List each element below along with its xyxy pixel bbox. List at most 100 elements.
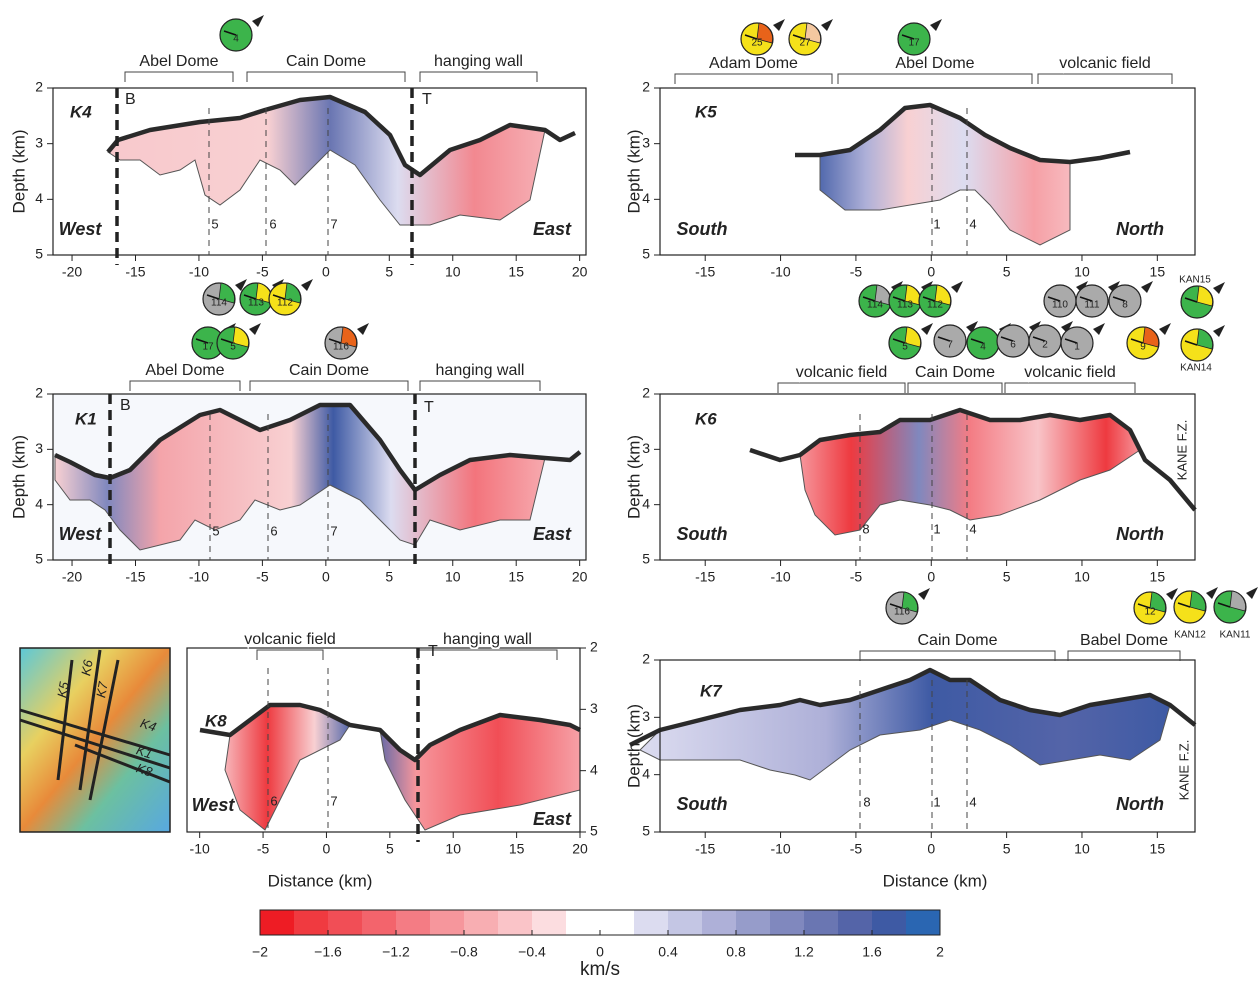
focal-mechanism-wedge [1189, 590, 1206, 612]
slip-arrow [1213, 325, 1225, 337]
crossing-label: 6 [269, 216, 276, 231]
region-bracket [249, 380, 409, 391]
panel-label: K6 [695, 409, 717, 428]
x-tick-label: 15 [1150, 841, 1166, 857]
color-swatch [396, 910, 431, 935]
x-tick-label: 0 [323, 841, 331, 857]
plot-frame [52, 87, 587, 256]
x-tick-label: 0 [927, 569, 935, 585]
x-tick-label: -10 [189, 569, 209, 585]
x-tick-label: 20 [572, 264, 588, 280]
slip-arrow [1076, 281, 1088, 293]
region-bracket [674, 73, 833, 84]
region-bracket [419, 380, 541, 391]
x-tick-label: 15 [1150, 569, 1166, 585]
focal-axis [889, 603, 903, 609]
x-tick-label: -5 [850, 264, 863, 280]
x-tick-label: -20 [62, 264, 82, 280]
y-axis-label: Depth (km) [9, 435, 28, 519]
y-tick-label: 5 [642, 823, 650, 839]
event-label: 116 [894, 607, 910, 618]
slip-arrow [966, 321, 978, 333]
x-tick-label: 0 [927, 841, 935, 857]
focal-axis [328, 338, 342, 344]
station-label: KAN14 [1180, 363, 1212, 374]
x-tick-label: -10 [770, 264, 790, 280]
focal-axis [1112, 296, 1126, 302]
region-bracket [777, 382, 906, 393]
color-swatch [294, 910, 329, 935]
focal-axis [223, 30, 237, 36]
direction-label: North [1116, 524, 1164, 544]
panel: -15 -10 -5 0 5 10 15 2 3 4 5 Depth (km) K5 South North… [624, 19, 1196, 280]
x-tick-label: 5 [386, 841, 394, 857]
x-tick-label: 10 [445, 264, 461, 280]
station-label: KAN15 [1179, 275, 1211, 286]
colorbar-tick-label: 0 [596, 944, 604, 960]
x-tick-label: 15 [509, 841, 525, 857]
slip-arrow [1093, 323, 1105, 335]
x-tick-label: -5 [257, 841, 270, 857]
event-label: 4 [233, 34, 239, 45]
color-swatch [362, 910, 397, 935]
slip-arrow [1159, 323, 1171, 335]
x-tick-label: -15 [695, 569, 715, 585]
focal-mechanism-wedge [232, 326, 249, 348]
direction-label: West [59, 219, 103, 239]
map-label: K6 [78, 658, 96, 677]
region-bracket [1037, 73, 1173, 84]
y-axis-label: Depth (km) [624, 435, 643, 519]
colorbar-tick-label: 1.2 [794, 944, 814, 960]
crossing-label: 1 [933, 794, 940, 809]
region-label: Cain Dome [917, 632, 997, 649]
seafloor-profile [628, 667, 1197, 748]
x-tick-label: -10 [770, 569, 790, 585]
event-label: 4 [980, 342, 986, 353]
focal-axis [272, 294, 286, 300]
focal-axis [792, 34, 806, 40]
direction-label: East [533, 219, 572, 239]
region-label: hanging wall [436, 362, 525, 379]
focal-mechanism-wedge [1142, 326, 1159, 348]
colorbar-tick-label: −0.8 [450, 944, 478, 960]
x-tick-label: -5 [850, 841, 863, 857]
crossing-label: 5 [211, 216, 218, 231]
fault-label: T [422, 91, 432, 108]
event-label: 5 [902, 342, 908, 353]
fault-label: T [424, 399, 434, 416]
direction-label: South [677, 794, 728, 814]
colorbar-tick-label: −1.2 [382, 944, 410, 960]
region-bracket [419, 71, 538, 82]
direction-label: East [533, 524, 572, 544]
slip-arrow [357, 323, 369, 335]
panel: -10 -5 0 5 10 15 20 2 3 4 5 Distance (km) K8 West East… [186, 629, 598, 890]
plot-frame [52, 393, 587, 561]
y-tick-label: 2 [642, 651, 650, 667]
crossing-label: 7 [330, 216, 337, 231]
x-tick-label: -15 [695, 264, 715, 280]
slip-arrow [921, 323, 933, 335]
crossing-label: 6 [270, 523, 277, 538]
focal-axis [1137, 603, 1151, 609]
event-label: 113 [248, 298, 264, 309]
x-tick-label: 20 [572, 569, 588, 585]
color-swatch [668, 910, 703, 935]
focal-axis [195, 338, 209, 344]
map-label: K1 [134, 742, 154, 761]
crossing-label: 8 [863, 794, 870, 809]
event-label: 12 [1144, 607, 1156, 618]
x-tick-label: 10 [445, 569, 461, 585]
region-label: Adam Dome [709, 55, 798, 72]
focal-axis [1130, 338, 1144, 344]
x-tick-label: 10 [1074, 264, 1090, 280]
colorbar-tick-label: 2 [936, 944, 944, 960]
x-tick-label: -10 [190, 841, 210, 857]
crossing-label: 4 [969, 521, 976, 536]
x-tick-label: 10 [1074, 841, 1090, 857]
slip-arrow [249, 323, 261, 335]
slip-arrow [1246, 587, 1258, 599]
x-tick-label: 15 [508, 264, 524, 280]
event-label: 17 [202, 342, 214, 353]
color-swatch [702, 910, 737, 935]
